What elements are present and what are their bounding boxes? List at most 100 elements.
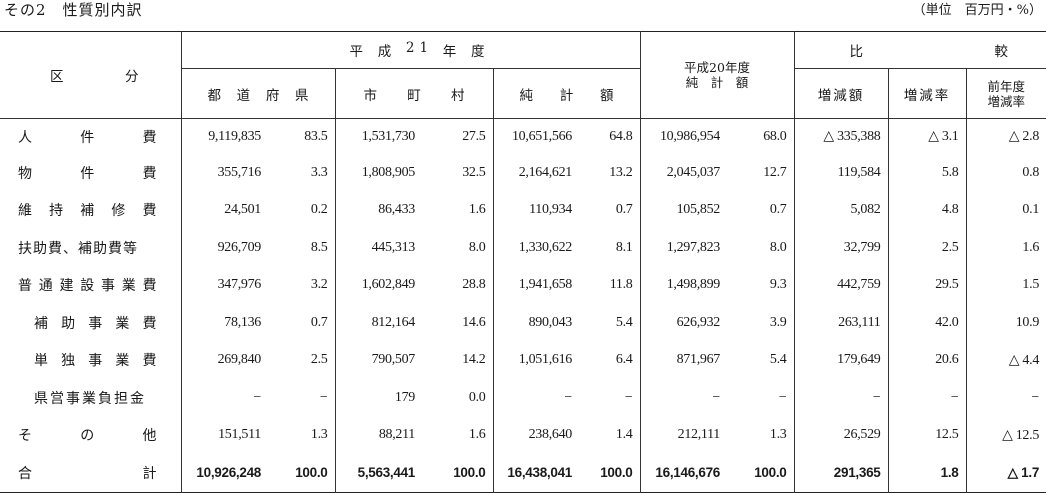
table-cell: 10,651,566 (492, 118, 579, 154)
table-cell: − (180, 379, 268, 417)
table-cell: 29.5 (887, 266, 966, 304)
table-cell: △ 3.1 (887, 118, 966, 154)
table-row: 普通建設事業費 347,976 3.2 1,602,849 28.8 1,941,658 1… (0, 266, 1046, 304)
table-cell: 890,043 (492, 304, 579, 342)
table-cell: 1.4 (615, 427, 633, 443)
row-label: 県営事業負担金 (34, 390, 146, 407)
table-cell: 78,136 (180, 304, 268, 342)
header-shichoson: 市町村 (334, 68, 493, 119)
table-cell: 3.2 (310, 277, 328, 293)
table-cell: 5.4 (769, 352, 787, 368)
table-cell: 238,640 (492, 416, 579, 454)
table-cell: 2,164,621 (492, 154, 579, 192)
table-cell: 64.8 (609, 128, 633, 144)
table-cell: 10.9 (965, 304, 1046, 342)
table-cell: − (624, 389, 633, 405)
table-cell: 1.3 (769, 427, 787, 443)
table-cell: 0.7 (615, 202, 633, 218)
table-cell: 0.7 (310, 314, 328, 330)
table-cell: 2.5 (310, 352, 328, 368)
table-cell: − (492, 379, 579, 417)
table-cell: 0.2 (310, 202, 328, 218)
table-cell: 5,563,441 (334, 454, 422, 492)
table-cell: 179,649 (793, 341, 888, 379)
table-cell: △ 4.4 (965, 341, 1046, 379)
table-cell: 83.5 (304, 128, 328, 144)
table-cell: 16,146,676 (639, 454, 727, 492)
table-cell: − (778, 389, 787, 405)
table-cell: △ 2.8 (965, 118, 1046, 154)
header-kubun: 区分 (0, 31, 181, 119)
table-cell: 355,716 (180, 154, 268, 192)
header-junkeigaku: 純計額 (492, 68, 640, 119)
row-label: 合計 (18, 465, 157, 482)
table-row: 人件費 9,119,835 83.5 1,531,730 27.5 10,651,566 6… (0, 118, 1046, 154)
table-cell: 1,330,622 (492, 229, 579, 267)
row-label: 人件費 (18, 129, 157, 146)
table-cell: 16,438,041 (492, 454, 579, 492)
table-cell: 1,051,616 (492, 341, 579, 379)
table-cell: 263,111 (793, 304, 888, 342)
table-cell: 32.5 (462, 164, 486, 180)
table-cell: 8.5 (310, 239, 328, 255)
row-label: 単独事業費 (34, 353, 157, 370)
table-cell: △ 335,388 (793, 118, 888, 154)
table-cell: 32,799 (793, 229, 888, 267)
table-cell: 9.3 (769, 277, 787, 293)
table-cell: 110,934 (492, 191, 579, 229)
table-cell: − (887, 379, 966, 417)
row-label: その他 (18, 428, 157, 445)
table-cell: 68.0 (763, 128, 787, 144)
table-cell: 11.8 (609, 277, 633, 293)
row-label: 扶助費、補助費等 (18, 240, 138, 257)
table-cell: 12.5 (887, 416, 966, 454)
table-cell: 6.4 (615, 352, 633, 368)
row-label: 維持補修費 (18, 203, 157, 220)
table-cell: 24,501 (180, 191, 268, 229)
table-cell: 445,313 (334, 229, 422, 267)
table-cell: − (965, 379, 1046, 417)
table-cell: 212,111 (639, 416, 727, 454)
table-cell: − (639, 379, 727, 417)
table-cell: 8.1 (615, 239, 633, 255)
table-cell: 0.0 (468, 389, 486, 405)
row-label: 補助事業費 (34, 315, 157, 332)
row-label: 普通建設事業費 (18, 278, 157, 295)
table-cell: 1.8 (887, 454, 966, 492)
table-cell: 812,164 (334, 304, 422, 342)
table-cell: 179 (334, 379, 422, 417)
table-cell: 1,602,849 (334, 266, 422, 304)
table-row: 県営事業負担金 − −179 0.0− − − − − − − (0, 379, 1046, 417)
table-cell: 14.2 (462, 352, 486, 368)
table-cell: 26,529 (793, 416, 888, 454)
table-cell: 0.7 (769, 202, 787, 218)
header-todofuken: 都道府県 (180, 68, 335, 119)
table-row: 物件費 355,716 3.3 1,808,905 32.5 2,164,621 13.2 2… (0, 154, 1046, 192)
table-cell: 27.5 (462, 128, 486, 144)
header-heisei21: 平成 21 年度 (180, 31, 640, 70)
table-cell: 28.8 (462, 277, 486, 293)
header-zougenritsu: 増減率 (887, 68, 966, 119)
table-cell: 1.3 (310, 427, 328, 443)
table-cell: 3.3 (310, 164, 328, 180)
table-cell: 347,976 (180, 266, 268, 304)
table-cell: 442,759 (793, 266, 888, 304)
unit-note: （単位 百万円・%） (912, 3, 1042, 18)
table-cell: 790,507 (334, 341, 422, 379)
header-hikaku: 比較 (793, 31, 1046, 70)
table-row: 扶助費、補助費等 926,709 8.5 445,313 8.0 1,330,622 8.1… (0, 229, 1046, 267)
table-cell: 10,926,248 (180, 454, 268, 492)
table-row: 単独事業費 269,840 2.5 790,507 14.2 1,051,616 6.4 87… (0, 341, 1046, 379)
table-cell: 10,986,954 (639, 118, 727, 154)
row-label: 物件費 (18, 165, 157, 182)
table-cell: 8.0 (769, 239, 787, 255)
table-cell: 5.8 (887, 154, 966, 192)
page-title: その2 性質別内訳 (4, 1, 143, 19)
table-cell: 1,297,823 (639, 229, 727, 267)
table-cell: 13.2 (609, 164, 633, 180)
table-cell: 1,808,905 (334, 154, 422, 192)
table-row: 維持補修費 24,501 0.2 86,433 1.6 110,934 0.7 105,852… (0, 191, 1046, 229)
table-cell: 1,941,658 (492, 266, 579, 304)
table-cell: 291,365 (793, 454, 888, 492)
table-cell: 2.5 (887, 229, 966, 267)
